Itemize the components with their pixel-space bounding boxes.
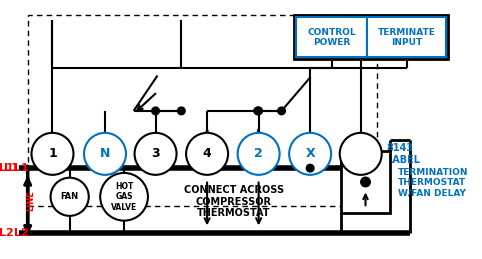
Circle shape [51,178,89,216]
Text: N: N [100,147,110,160]
Circle shape [255,107,262,115]
Circle shape [177,107,185,115]
Circle shape [100,173,148,221]
Text: FAN: FAN [61,192,79,201]
Bar [296,17,367,57]
Text: L1: L1 [4,163,19,173]
Text: 8143
LABEL: 8143 LABEL [387,143,420,165]
Bar [294,16,448,59]
Text: CONNECT ACROSS
COMPRESSOR
THERMOSTAT: CONNECT ACROSS COMPRESSOR THERMOSTAT [184,185,284,218]
Text: 1: 1 [48,147,57,160]
Text: L1: L1 [0,163,13,173]
Circle shape [307,164,314,172]
Text: 4: 4 [203,147,212,160]
Text: HOT
GAS
VALVE: HOT GAS VALVE [111,182,137,212]
Text: L2: L2 [14,228,29,238]
Text: 3: 3 [151,147,160,160]
Text: TERMINATION
THERMOSTAT
W/FAN DELAY: TERMINATION THERMOSTAT W/FAN DELAY [398,168,469,197]
Circle shape [186,133,228,175]
Text: CONTROL
POWER: CONTROL POWER [308,28,356,47]
Circle shape [254,107,262,115]
Bar [341,151,390,213]
Bar [367,17,446,57]
Circle shape [278,107,285,115]
Text: L1: L1 [14,163,29,173]
Circle shape [152,107,160,115]
Circle shape [340,133,382,175]
Circle shape [134,133,176,175]
Text: 2: 2 [254,147,263,160]
Circle shape [289,133,331,175]
Circle shape [238,133,280,175]
Bar [27,16,377,206]
Text: LINE: LINE [26,190,35,211]
Text: X: X [305,147,315,160]
Circle shape [361,177,370,187]
Text: TERMINATE
INPUT: TERMINATE INPUT [377,28,435,47]
Text: L2: L2 [0,228,13,238]
Circle shape [31,133,73,175]
Circle shape [84,133,126,175]
